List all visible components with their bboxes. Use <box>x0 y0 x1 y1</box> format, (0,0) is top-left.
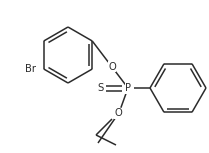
Text: O: O <box>114 108 122 118</box>
Text: Br: Br <box>25 64 36 74</box>
Text: S: S <box>97 83 103 93</box>
Text: O: O <box>108 62 116 72</box>
Text: P: P <box>125 83 131 93</box>
